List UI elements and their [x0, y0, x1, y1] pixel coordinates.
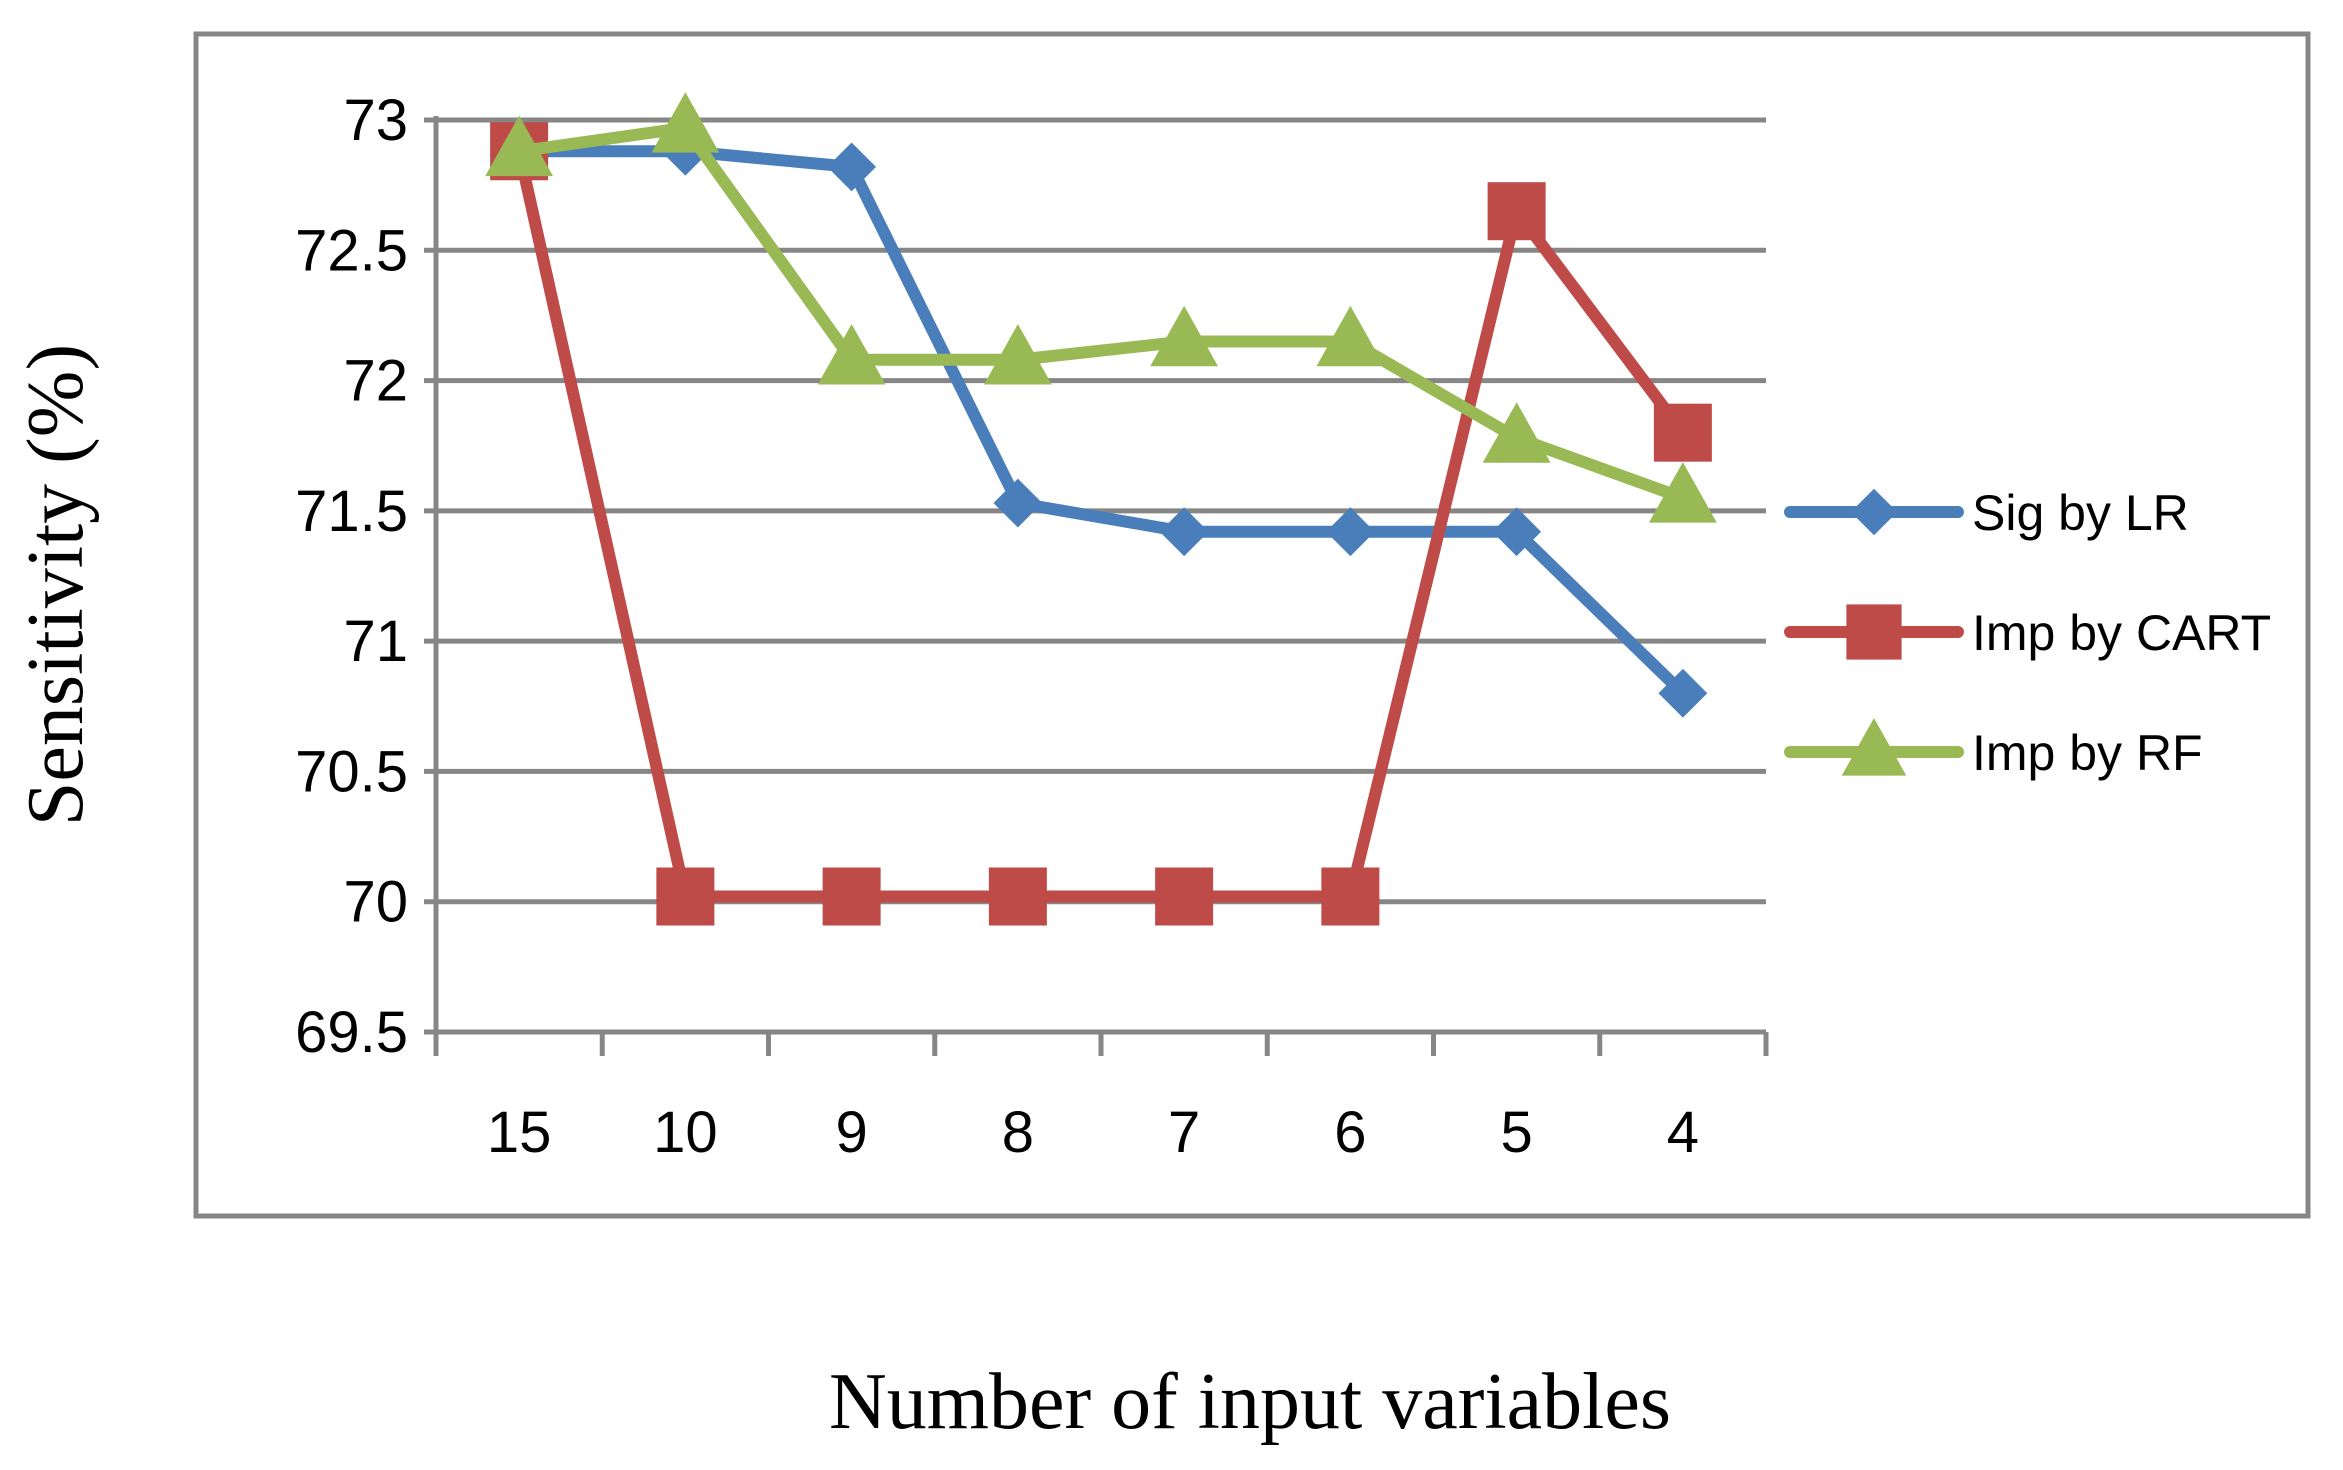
- axes: [433, 116, 1769, 1056]
- legend-label: Sig by LR: [1972, 485, 2189, 541]
- data-point: [1325, 507, 1375, 557]
- x-axis-title: Number of input variables: [829, 1358, 1671, 1446]
- data-point: [1653, 403, 1712, 462]
- legend-entry-imp-by-rf: Imp by RF: [1784, 718, 2203, 781]
- legend-label: Imp by CART: [1972, 605, 2271, 661]
- x-tick-label: 5: [1500, 1100, 1532, 1165]
- data-point: [822, 867, 881, 926]
- data-point: [983, 324, 1052, 385]
- legend-marker: [1850, 488, 1898, 536]
- legend-entry-imp-by-cart: Imp by CART: [1784, 604, 2271, 661]
- y-tick-label: 73: [343, 88, 408, 153]
- data-point: [993, 478, 1043, 528]
- data-point: [988, 867, 1047, 926]
- x-tick-label: 8: [1002, 1100, 1034, 1165]
- data-point: [1487, 182, 1546, 241]
- series-imp-by-rf: [485, 92, 1717, 523]
- series: [485, 92, 1717, 926]
- x-tick-label: 10: [653, 1100, 718, 1165]
- data-point: [1482, 402, 1551, 463]
- y-tick-label: 69.5: [295, 1000, 408, 1065]
- y-tick-label: 72.5: [295, 218, 408, 283]
- data-point: [1316, 305, 1385, 367]
- y-tick-label: 72: [343, 349, 408, 414]
- data-point: [1321, 867, 1380, 926]
- x-tick-label: 9: [835, 1100, 867, 1165]
- x-tick-label: 15: [487, 1100, 552, 1165]
- x-tick-label: 7: [1168, 1100, 1200, 1165]
- legend-marker: [1846, 604, 1902, 660]
- chart-frame: [193, 31, 2311, 1219]
- y-tick-labels: 73 72.5 72 71.5 71 70.5 70 69.5: [295, 88, 408, 1065]
- x-tick-label: 6: [1334, 1100, 1366, 1165]
- y-tick-label: 71: [343, 609, 408, 674]
- data-point: [1648, 462, 1717, 523]
- data-point: [651, 92, 720, 153]
- data-point: [1155, 867, 1214, 926]
- data-point: [1159, 507, 1209, 557]
- legend-entry-sig-by-lr: Sig by LR: [1784, 485, 2189, 541]
- x-tick-labels: 15 10 9 8 7 6 5 4: [487, 1100, 1699, 1165]
- y-tick-label: 70.5: [295, 739, 408, 804]
- legend-label: Imp by RF: [1972, 725, 2203, 781]
- legend: Sig by LR Imp by CART Imp by RF: [1784, 485, 2271, 781]
- y-axis-title: Sensitivity (%): [12, 344, 100, 826]
- data-point: [1150, 305, 1219, 367]
- data-point: [827, 142, 877, 192]
- data-point: [817, 324, 886, 385]
- y-tick-label: 71.5: [295, 479, 408, 544]
- data-point: [656, 867, 715, 926]
- y-tick-label: 70: [343, 870, 408, 935]
- data-point: [1492, 507, 1542, 557]
- x-tick-label: 4: [1667, 1100, 1699, 1165]
- data-point: [1658, 668, 1708, 718]
- data-point: [485, 115, 554, 177]
- legend-marker: [1841, 718, 1907, 776]
- series-line: [513, 145, 1689, 700]
- series-line: [513, 121, 1689, 504]
